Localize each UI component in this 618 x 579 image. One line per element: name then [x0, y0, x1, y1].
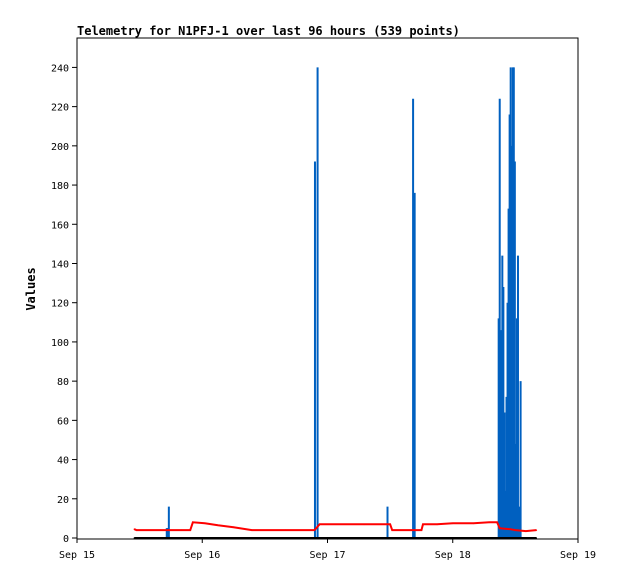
y-tick-label: 20: [57, 495, 69, 506]
x-tick-label: Sep 17: [309, 550, 345, 561]
y-tick-label: 200: [51, 142, 69, 153]
y-tick-label: 100: [51, 338, 69, 349]
series-0: [165, 67, 522, 538]
y-tick-label: 160: [51, 220, 69, 231]
y-tick-label: 40: [57, 456, 69, 467]
data-line: [133, 521, 537, 533]
y-tick-label: 240: [51, 63, 69, 74]
data-point: [313, 529, 316, 531]
data-point: [535, 529, 538, 531]
data-point: [525, 530, 527, 532]
data-point: [133, 537, 136, 539]
data-point: [451, 522, 454, 525]
x-tick-label: Sep 15: [59, 550, 95, 561]
data-point: [514, 529, 517, 531]
series-layer: [133, 67, 538, 539]
data-point: [389, 523, 391, 526]
y-tick-label: 140: [51, 259, 69, 270]
y-tick-label: 80: [57, 377, 69, 388]
data-point: [496, 521, 498, 524]
data-point: [422, 523, 424, 526]
data-point: [180, 529, 183, 531]
y-tick-label: 0: [63, 534, 69, 545]
data-point: [189, 529, 192, 531]
data-point: [133, 528, 136, 530]
data-point: [472, 522, 475, 525]
x-tick-label: Sep 16: [184, 550, 220, 561]
data-point: [232, 526, 235, 529]
data-point: [363, 523, 365, 526]
y-tick-label: 220: [51, 103, 69, 114]
y-tick-label: 60: [57, 416, 69, 427]
data-point: [192, 521, 194, 524]
x-axis: Sep 15 Sep 16 Sep 17 Sep 18 Sep 19: [59, 538, 596, 561]
y-tick-label: 180: [51, 181, 69, 192]
data-point: [509, 528, 511, 530]
y-tick-label: 120: [51, 299, 69, 310]
series-1: [133, 521, 538, 533]
x-tick-label: Sep 19: [560, 550, 596, 561]
data-point: [498, 527, 501, 529]
data-point: [204, 522, 206, 525]
data-point: [135, 529, 138, 531]
series-2: [133, 537, 538, 539]
data-point: [284, 529, 287, 531]
data-point: [217, 524, 219, 527]
data-point: [159, 529, 162, 531]
y-axis: 0 20 40 60 80 100 120 140 160 180 200 220 240: [51, 63, 77, 545]
data-point: [318, 523, 321, 526]
data-point: [436, 523, 438, 526]
data-point: [420, 529, 423, 531]
chart-title: Telemetry for N1PFJ-1 over last 96 hours…: [77, 24, 460, 38]
data-point: [251, 529, 253, 531]
data-point: [488, 521, 491, 524]
data-point: [535, 537, 538, 539]
y-axis-label: Values: [24, 267, 38, 310]
data-point: [391, 529, 394, 531]
x-tick-label: Sep 18: [435, 550, 471, 561]
